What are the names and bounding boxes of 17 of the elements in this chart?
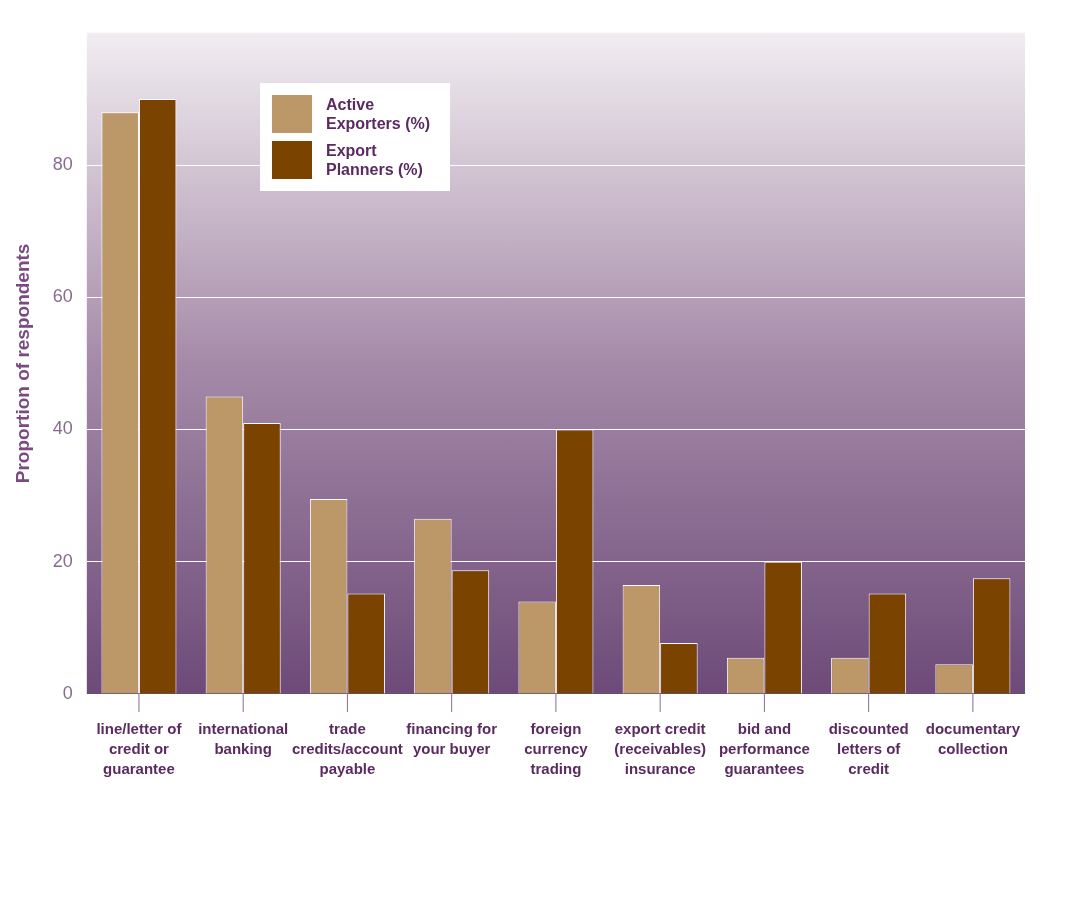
x-tick-label: export credit (receivables) insurance	[614, 720, 707, 777]
y-tick-label: 60	[52, 286, 73, 307]
x-tick-label: bid and performance guarantees	[718, 720, 810, 777]
x-tick-label: line/letter of credit or guarantee	[96, 720, 183, 777]
x-tick-label: international banking	[198, 720, 289, 757]
legend-label: Export Planners (%)	[326, 141, 424, 179]
x-tick-label: discounted letters of credit	[828, 720, 909, 777]
x-tick-label: trade credits/account payable	[291, 720, 403, 777]
x-tick-label: documentary collection	[925, 720, 1021, 757]
y-axis-title: Proportion of respondents	[11, 243, 33, 484]
y-tick-label: 40	[52, 418, 73, 439]
x-tick-label: financing for your buyer	[406, 720, 498, 757]
y-tick-label: 80	[52, 154, 73, 175]
y-tick-label: 20	[52, 550, 73, 571]
x-tick-label: foreign currency trading	[524, 720, 589, 777]
y-tick-label: 0	[62, 682, 73, 703]
legend-label: Active Exporters (%)	[326, 95, 432, 133]
